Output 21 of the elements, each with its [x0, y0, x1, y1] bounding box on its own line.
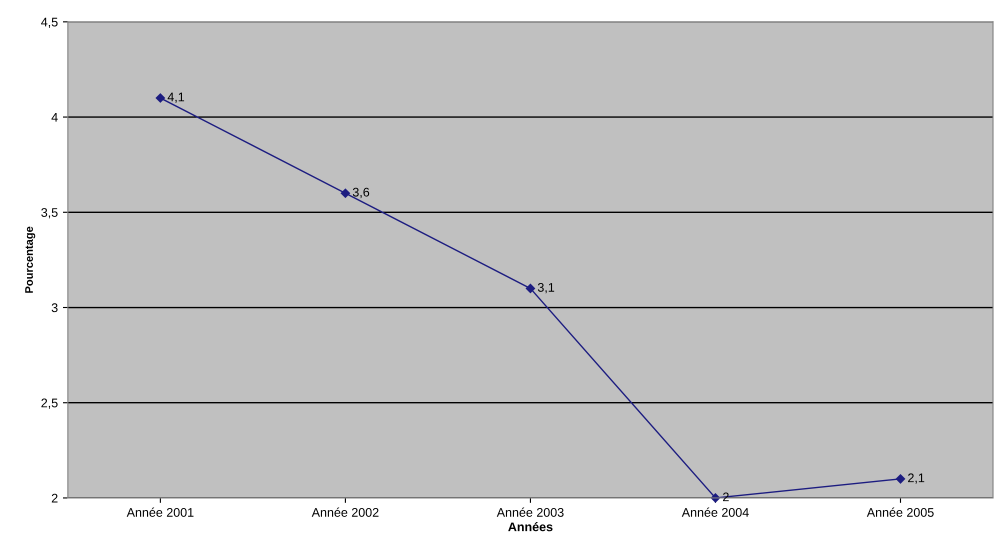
point: [526, 284, 536, 294]
y-tick-label: 2,5: [41, 398, 58, 409]
y-tick-label: 2: [52, 494, 58, 502]
x-tick-label: Année 2001: [126, 508, 194, 517]
data-label: 3,6: [352, 188, 370, 198]
data-label: 4,1: [168, 92, 184, 103]
y-tick-label: 4,5: [41, 18, 58, 28]
x-tick-label: Année 2004: [682, 508, 749, 517]
y-tick-label: 3,5: [41, 208, 58, 218]
y-axis-title: Pourcentage: [25, 226, 36, 293]
y-tick-label: 4: [51, 112, 58, 122]
point: [340, 188, 350, 198]
y-tick-label: 3: [52, 303, 58, 312]
x-tick-label: Année 2003: [496, 508, 564, 517]
x-axis-title: Années: [508, 522, 553, 532]
point: [896, 474, 906, 484]
data-label: 2,1: [908, 473, 924, 484]
point: [156, 93, 166, 103]
x-tick-label: Année 2005: [866, 508, 934, 517]
x-tick-label: Année 2002: [312, 508, 378, 517]
data-label: 3,1: [538, 282, 554, 294]
